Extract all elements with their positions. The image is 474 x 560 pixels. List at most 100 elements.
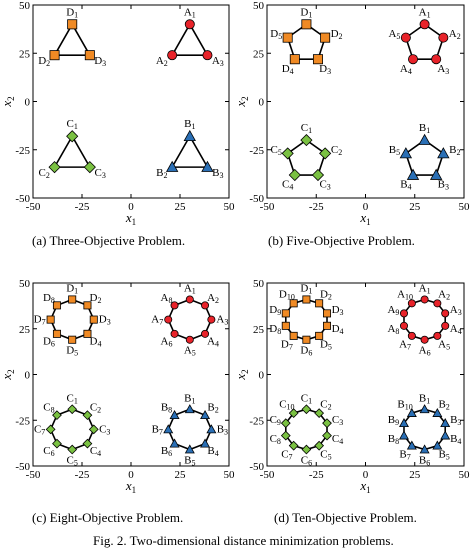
point-label: D6 xyxy=(43,335,55,348)
y-tick-label: 50 xyxy=(19,0,31,12)
point-marker xyxy=(184,19,195,30)
point-label: C2 xyxy=(331,143,342,156)
point-label: D5 xyxy=(320,338,332,351)
point-label: C5 xyxy=(320,448,331,461)
x-axis-label: x1 xyxy=(359,478,370,495)
point-marker xyxy=(441,321,450,330)
point-marker xyxy=(438,32,449,43)
point-marker xyxy=(66,130,79,143)
point-marker xyxy=(300,134,313,147)
point-label: B10 xyxy=(397,398,412,411)
point-label: A2 xyxy=(207,291,219,304)
point-marker xyxy=(420,295,429,304)
point-label: B7 xyxy=(399,448,410,461)
point-marker xyxy=(201,329,210,338)
point-marker xyxy=(200,410,211,420)
y-tick-label: 0 xyxy=(25,370,31,382)
y-tick-label: 25 xyxy=(19,48,31,60)
point-label: C7 xyxy=(34,423,45,436)
group-A: A1 A2 A3 A4 A5 A6 A7 A8 xyxy=(151,282,228,358)
point-marker xyxy=(185,335,194,344)
point-marker xyxy=(320,32,331,43)
point-marker xyxy=(164,315,173,324)
y-tick-label: -50 xyxy=(249,193,264,205)
point-label: C2 xyxy=(90,401,101,414)
y-tick-label: 0 xyxy=(259,370,265,382)
point-label: C1 xyxy=(301,122,312,135)
subfigure-caption-c: (c) Eight-Objective Problem. xyxy=(32,510,184,525)
x-tick-label: 0 xyxy=(128,469,134,481)
point-label: D8 xyxy=(269,323,281,336)
point-label: A8 xyxy=(161,291,173,304)
point-label: D6 xyxy=(300,344,312,357)
point-label: D3 xyxy=(332,304,344,317)
point-marker xyxy=(67,19,78,30)
point-label: A8 xyxy=(387,323,399,336)
polygon-A xyxy=(404,23,445,61)
point-marker xyxy=(202,50,213,61)
point-marker xyxy=(288,440,299,451)
point-marker xyxy=(437,147,450,159)
point-marker xyxy=(315,331,324,340)
point-label: D4 xyxy=(90,335,102,348)
point-label: B5 xyxy=(438,448,449,461)
x-axis-label: x1 xyxy=(359,210,370,227)
point-label: B3 xyxy=(438,178,449,191)
x-tick-label: 25 xyxy=(409,469,421,481)
x-tick-label: -50 xyxy=(260,201,275,213)
point-marker xyxy=(311,168,325,182)
point-marker xyxy=(440,418,451,428)
point-label: B7 xyxy=(152,423,163,436)
point-label: B2 xyxy=(156,167,167,180)
point-marker xyxy=(288,168,301,182)
point-label: C4 xyxy=(90,445,101,458)
point-marker xyxy=(201,160,214,172)
point-label: B1 xyxy=(184,392,195,405)
point-marker xyxy=(169,410,180,420)
point-label: C10 xyxy=(279,398,294,411)
point-label: D5 xyxy=(66,344,78,357)
point-marker xyxy=(314,408,325,419)
group-D: D1 D2 D3 D4 D5 D6 D7 D8 xyxy=(34,282,111,358)
point-label: C2 xyxy=(39,167,50,180)
polygon-B xyxy=(170,134,209,168)
point-label: D3 xyxy=(94,55,106,68)
point-marker xyxy=(67,444,78,455)
point-marker xyxy=(288,408,299,419)
y-tick-label: 25 xyxy=(253,48,265,60)
point-label: B3 xyxy=(212,167,223,180)
point-label: C3 xyxy=(99,423,110,436)
point-marker xyxy=(183,129,196,142)
point-marker xyxy=(281,321,290,330)
point-label: B4 xyxy=(450,432,461,445)
point-marker xyxy=(319,147,332,160)
point-label: A1 xyxy=(419,282,431,295)
point-marker xyxy=(52,438,62,449)
point-marker xyxy=(89,315,98,324)
figure-caption: Fig. 2. Two-dimensional distance minimiz… xyxy=(93,533,394,548)
polygon-D xyxy=(286,23,327,61)
x-axis-label: x1 xyxy=(125,210,136,227)
x-tick-label: -50 xyxy=(26,469,41,481)
point-marker xyxy=(167,50,178,61)
point-marker xyxy=(67,404,78,415)
point-label: D1 xyxy=(300,282,312,295)
y-tick-label: 50 xyxy=(19,278,31,290)
point-marker xyxy=(406,168,420,180)
point-label: B6 xyxy=(161,445,172,458)
point-label: C5 xyxy=(271,143,282,156)
x-tick-label: 50 xyxy=(224,201,236,213)
point-marker xyxy=(289,54,300,65)
x-tick-label: -25 xyxy=(75,469,90,481)
point-label: A9 xyxy=(387,304,399,317)
point-marker xyxy=(431,54,442,65)
point-marker xyxy=(170,301,179,310)
point-marker xyxy=(433,331,442,340)
point-label: A2 xyxy=(438,288,450,301)
point-marker xyxy=(398,418,409,428)
point-marker xyxy=(289,299,298,308)
point-label: A5 xyxy=(388,28,400,41)
point-label: C7 xyxy=(281,448,292,461)
